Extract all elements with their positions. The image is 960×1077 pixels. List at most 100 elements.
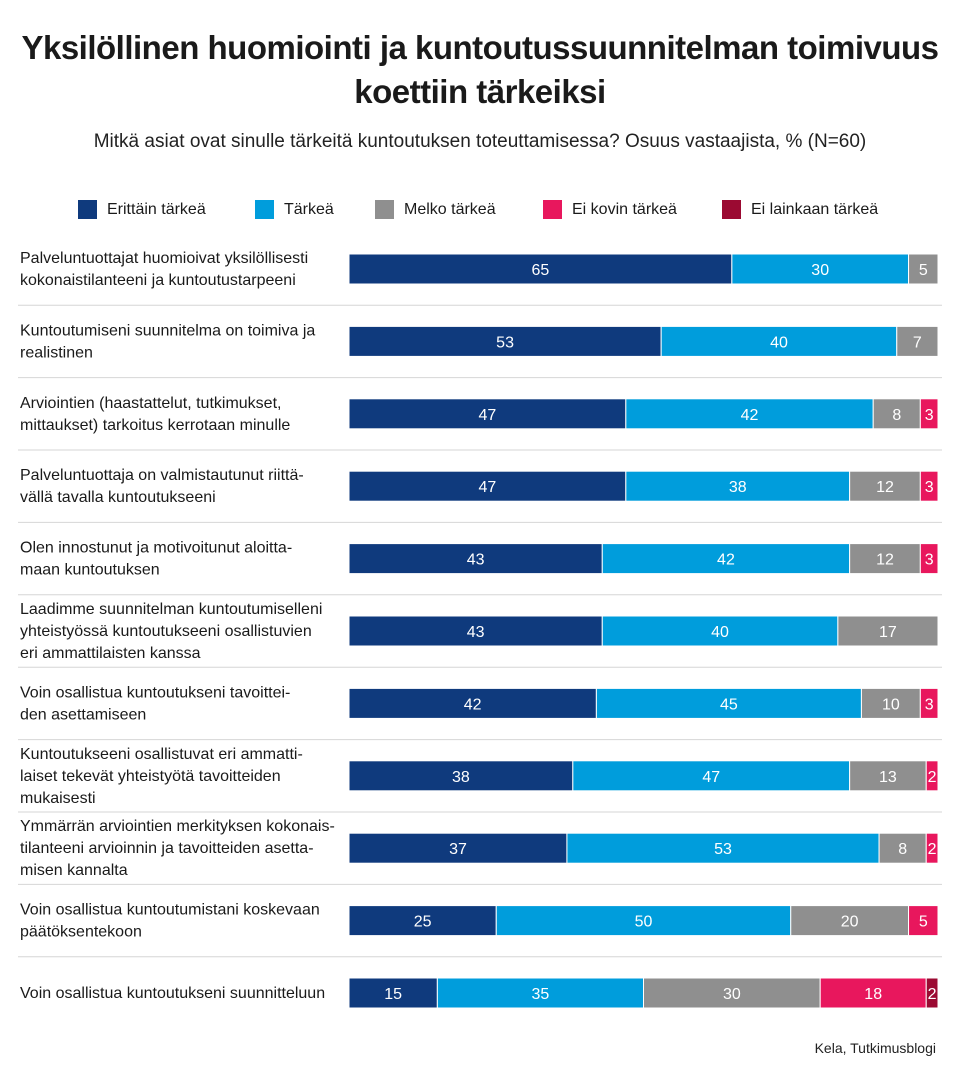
data-label: 42	[741, 407, 759, 424]
category-label: Kuntoutukseeni osallistuvat eri ammatti-…	[20, 746, 303, 807]
bar-segment-ei-lainkaan-tarkea	[925, 977, 939, 1009]
bar-segment-tarkea	[625, 470, 851, 502]
data-label: 40	[711, 624, 729, 641]
data-label: 45	[720, 696, 738, 713]
data-label: 3	[925, 696, 934, 713]
bar-segment-melko-tarkea	[790, 905, 910, 937]
data-label: 3	[925, 479, 934, 496]
bar-segment-melko-tarkea	[849, 470, 921, 502]
bar-segment-erittain-tarkea	[348, 615, 603, 647]
data-label: 42	[717, 552, 735, 569]
data-label: 30	[723, 986, 741, 1003]
category-label-line: laiset tekevät yhteistyötä tavoitteiden	[20, 768, 281, 785]
stacked-bar-chart: Palveluntuottajat huomioivat yksilöllise…	[18, 250, 942, 1009]
bar-segment-tarkea	[436, 977, 644, 1009]
data-label: 35	[532, 986, 550, 1003]
category-label: Arviointien (haastattelut, tutkimukset, m…	[20, 395, 290, 434]
data-label: 65	[532, 262, 550, 279]
bar-segment-ei-kovin-tarkea	[925, 760, 939, 792]
category-label: Olen innostunut ja motivoitunut aloitta-…	[20, 540, 292, 579]
category-label-line: Palveluntuottaja on valmistautunut riitt…	[20, 467, 304, 484]
legend-item-ei-kovin-tarkea: Ei kovin tärkeä	[543, 200, 677, 219]
data-label: 50	[635, 914, 653, 931]
data-label: 2	[928, 841, 937, 858]
category-label-line: Ymmärrän arviointien merkityksen kokonai…	[20, 818, 335, 835]
category-label-line: vällä tavalla kuntoutukseeni	[20, 489, 216, 506]
bar-segment-tarkea	[625, 398, 874, 430]
legend-label-melko-tarkea: Melko tärkeä	[404, 200, 496, 218]
data-label: 3	[925, 407, 934, 424]
bar-segment-ei-kovin-tarkea	[908, 905, 939, 937]
category-label-line: tilanteeni arvioinnin ja tavoitteiden as…	[20, 840, 314, 857]
data-label: 5	[919, 914, 928, 931]
data-label: 42	[464, 696, 482, 713]
bar-segment-erittain-tarkea	[348, 905, 497, 937]
legend-label-tarkea: Tärkeä	[284, 200, 334, 218]
category-label-line: yhteistyössä kuntoutukseeni osallistuvie…	[20, 623, 312, 640]
bar-segment-erittain-tarkea	[348, 253, 733, 285]
category-label: Voin osallistua kuntoutumistani koskevaa…	[20, 902, 320, 941]
data-label: 15	[384, 986, 402, 1003]
bar-segment-tarkea	[572, 760, 851, 792]
data-label: 38	[729, 479, 747, 496]
category-label: Kuntoutumiseni suunnitelma on toimiva ja…	[20, 322, 315, 361]
category-label-line: Olen innostunut ja motivoitunut aloitta-	[20, 540, 292, 557]
legend-swatch-ei-kovin-tarkea	[543, 200, 562, 219]
category-label-line: mittaukset) tarkoitus kerrotaan minulle	[20, 417, 290, 434]
bar-segment-ei-kovin-tarkea	[819, 977, 927, 1009]
legend-item-erittain-tarkea: Erittäin tärkeä	[78, 200, 206, 219]
bar-segment-tarkea	[495, 905, 792, 937]
bar-segment-tarkea	[595, 687, 862, 719]
chart-title: Yksilöllinen huomiointi ja kuntoutussuun…	[0, 26, 960, 114]
data-label: 12	[876, 552, 894, 569]
bar-segment-tarkea	[731, 253, 910, 285]
bar-segment-melko-tarkea	[849, 760, 927, 792]
bar-segment-erittain-tarkea	[348, 543, 603, 575]
bar-segment-melko-tarkea	[860, 687, 921, 719]
data-label: 18	[864, 986, 882, 1003]
data-label: 40	[770, 334, 788, 351]
bar-segment-ei-kovin-tarkea	[925, 832, 939, 864]
legend-swatch-tarkea	[255, 200, 274, 219]
category-label-line: Voin osallistua kuntoutukseni suunnittel…	[20, 985, 325, 1002]
category-label: Palveluntuottajat huomioivat yksilöllise…	[20, 250, 308, 289]
data-label: 3	[925, 552, 934, 569]
data-label: 37	[449, 841, 467, 858]
category-label-line: mukaisesti	[20, 790, 96, 807]
bar-segment-ei-kovin-tarkea	[919, 687, 939, 719]
data-label: 53	[714, 841, 732, 858]
data-label: 30	[811, 262, 829, 279]
data-label: 12	[876, 479, 894, 496]
legend-swatch-ei-lainkaan-tarkea	[722, 200, 741, 219]
data-label: 8	[892, 407, 901, 424]
data-label: 47	[479, 407, 497, 424]
data-label: 5	[919, 262, 928, 279]
legend-label-ei-lainkaan-tarkea: Ei lainkaan tärkeä	[751, 200, 879, 218]
bar-segment-erittain-tarkea	[348, 470, 627, 502]
data-label: 38	[452, 769, 470, 786]
bar-segment-melko-tarkea	[908, 253, 939, 285]
bar-segment-ei-kovin-tarkea	[919, 398, 939, 430]
bar-segment-ei-kovin-tarkea	[919, 470, 939, 502]
category-label-line: Kuntoutukseeni osallistuvat eri ammatti-	[20, 746, 303, 763]
bar-segment-tarkea	[566, 832, 880, 864]
category-label-line: eri ammattilaisten kanssa	[20, 645, 201, 662]
category-label-line: Palveluntuottajat huomioivat yksilöllise…	[20, 250, 308, 267]
legend-item-ei-lainkaan-tarkea: Ei lainkaan tärkeä	[722, 200, 878, 219]
bar-segment-melko-tarkea	[837, 615, 939, 647]
category-label-line: realistinen	[20, 344, 93, 361]
category-label: Voin osallistua kuntoutukseni suunnittel…	[20, 985, 325, 1002]
chart-title-line-2: koettiin tärkeiksi	[354, 73, 606, 110]
bar-segment-melko-tarkea	[849, 543, 921, 575]
data-label: 2	[928, 769, 937, 786]
bar-segment-erittain-tarkea	[348, 687, 597, 719]
category-label-line: päätöksentekoon	[20, 924, 142, 941]
legend-item-melko-tarkea: Melko tärkeä	[375, 200, 496, 219]
chart-legend: Erittäin tärkeä Tärkeä Melko tärkeä Ei k…	[0, 200, 960, 224]
data-label: 53	[496, 334, 514, 351]
bar-segment-tarkea	[601, 543, 851, 575]
data-label: 20	[841, 914, 859, 931]
legend-label-erittain-tarkea: Erittäin tärkeä	[107, 200, 206, 218]
data-label: 2	[928, 986, 937, 1003]
chart-title-line-1: Yksilöllinen huomiointi ja kuntoutussuun…	[21, 29, 939, 66]
